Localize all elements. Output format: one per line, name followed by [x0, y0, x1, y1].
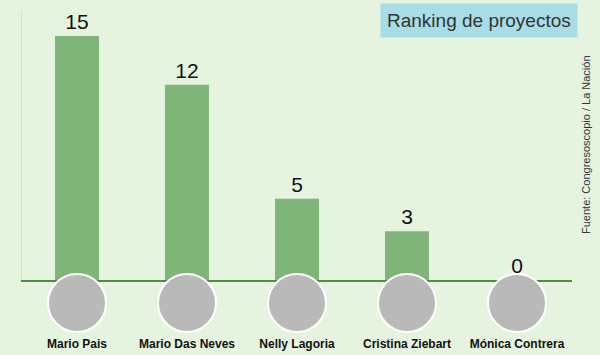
svg-text:3: 3 [401, 205, 413, 228]
svg-text:Mario Das Neves: Mario Das Neves [139, 337, 235, 351]
svg-text:Fuente: Congresoscopio / La Na: Fuente: Congresoscopio / La Nación [580, 55, 592, 234]
svg-text:Cristina Ziebart: Cristina Ziebart [363, 337, 451, 351]
svg-text:Ranking de proyectos: Ranking de proyectos [387, 10, 571, 31]
svg-text:12: 12 [175, 59, 198, 82]
svg-text:0: 0 [511, 254, 523, 277]
svg-text:Mario Pais: Mario Pais [47, 337, 107, 351]
svg-text:Nelly Lagoria: Nelly Lagoria [259, 337, 335, 351]
svg-text:Mónica Contrera: Mónica Contrera [470, 337, 565, 351]
svg-text:15: 15 [65, 10, 88, 33]
svg-text:5: 5 [291, 173, 303, 196]
